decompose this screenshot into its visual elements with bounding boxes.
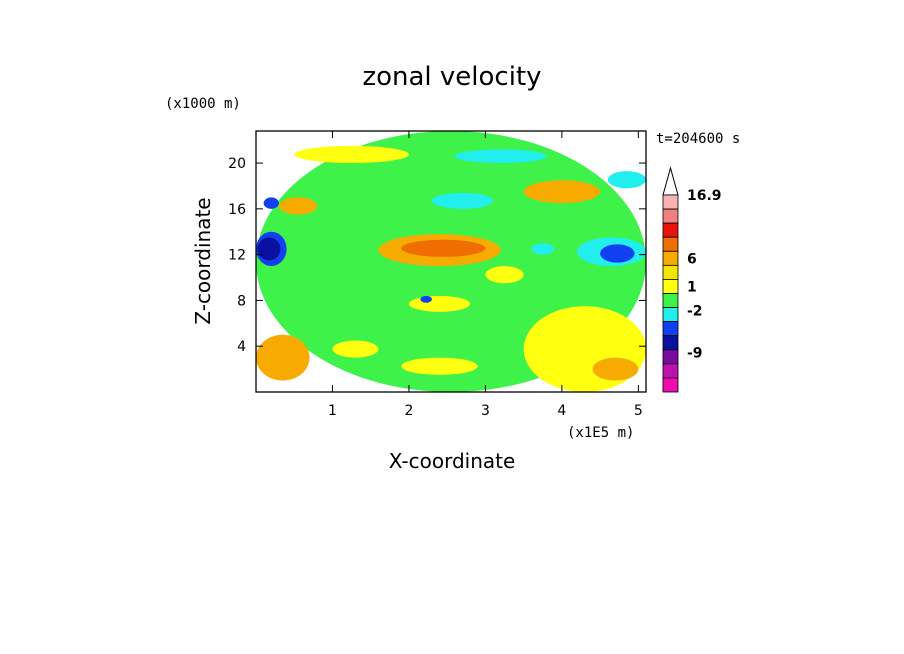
field-region-15 [294, 145, 409, 164]
field-region-11 [607, 171, 646, 189]
field-region-2 [256, 334, 310, 381]
colorbar-label: -9 [687, 346, 703, 362]
colorbar-bin [662, 208, 679, 224]
colorbar-bin [662, 377, 679, 393]
plot-frame [255, 130, 647, 393]
field-region-14 [485, 266, 524, 284]
field-region-13 [408, 295, 471, 312]
x-tick-label: 4 [557, 403, 566, 419]
colorbar-label: 16.9 [687, 188, 722, 204]
colorbar-bin [662, 321, 679, 337]
x-tick-label: 2 [404, 403, 413, 419]
y-unit-label: (x1000 m) [165, 96, 241, 112]
y-tick-label: 16 [228, 202, 246, 218]
colorbar-bin [662, 307, 679, 323]
field-region-22 [592, 357, 639, 381]
x-tick-label: 1 [328, 403, 337, 419]
x-tick-label: 5 [634, 403, 643, 419]
field-region-10 [523, 180, 601, 204]
colorbar-bin [662, 349, 679, 365]
field-region-17 [420, 295, 432, 303]
field-region-18 [531, 243, 555, 255]
colorbar: 16.9 6 1 -2 -9 [662, 166, 722, 393]
y-tick-label: 20 [228, 156, 246, 172]
y-tick-label: 4 [237, 339, 246, 355]
colorbar-bin [662, 236, 679, 252]
field-region-6 [257, 237, 281, 261]
y-axis: 4 8 12 16 20 [228, 156, 646, 355]
colorbar-extend-arrow [662, 166, 679, 196]
y-tick-label: 12 [228, 248, 246, 264]
colorbar-bin [662, 194, 679, 210]
field-region-8 [600, 244, 635, 263]
colorbar-label: -2 [687, 303, 703, 319]
x-unit-label: (x1E5 m) [567, 425, 634, 441]
field-region-19 [454, 149, 547, 164]
field-region-16 [263, 197, 279, 209]
field-region-20 [332, 340, 379, 358]
x-tick-label: 3 [481, 403, 490, 419]
field-region-12 [278, 197, 318, 215]
colorbar-label: 6 [687, 251, 697, 267]
time-label: t=204600 s [656, 131, 740, 147]
colorbar-bin [662, 279, 679, 294]
x-axis-title: X-coordinate [389, 449, 516, 473]
colorbar-bin [662, 250, 679, 266]
velocity-field [256, 131, 646, 392]
colorbar-bin [662, 222, 679, 238]
x-axis: 1 2 3 4 5 [328, 131, 643, 419]
colorbar-bin [662, 264, 679, 280]
field-region-21 [401, 357, 478, 375]
field-region-4 [401, 239, 486, 257]
y-axis-title: Z-coordinate [191, 197, 215, 324]
chart-title: zonal velocity [362, 62, 541, 92]
colorbar-bin [662, 363, 679, 379]
colorbar-bin [662, 335, 679, 351]
colorbar-bin [662, 293, 679, 308]
field-region-1 [523, 306, 646, 392]
y-tick-label: 8 [237, 293, 246, 309]
field-region-9 [431, 192, 494, 209]
colorbar-label: 1 [687, 279, 697, 295]
